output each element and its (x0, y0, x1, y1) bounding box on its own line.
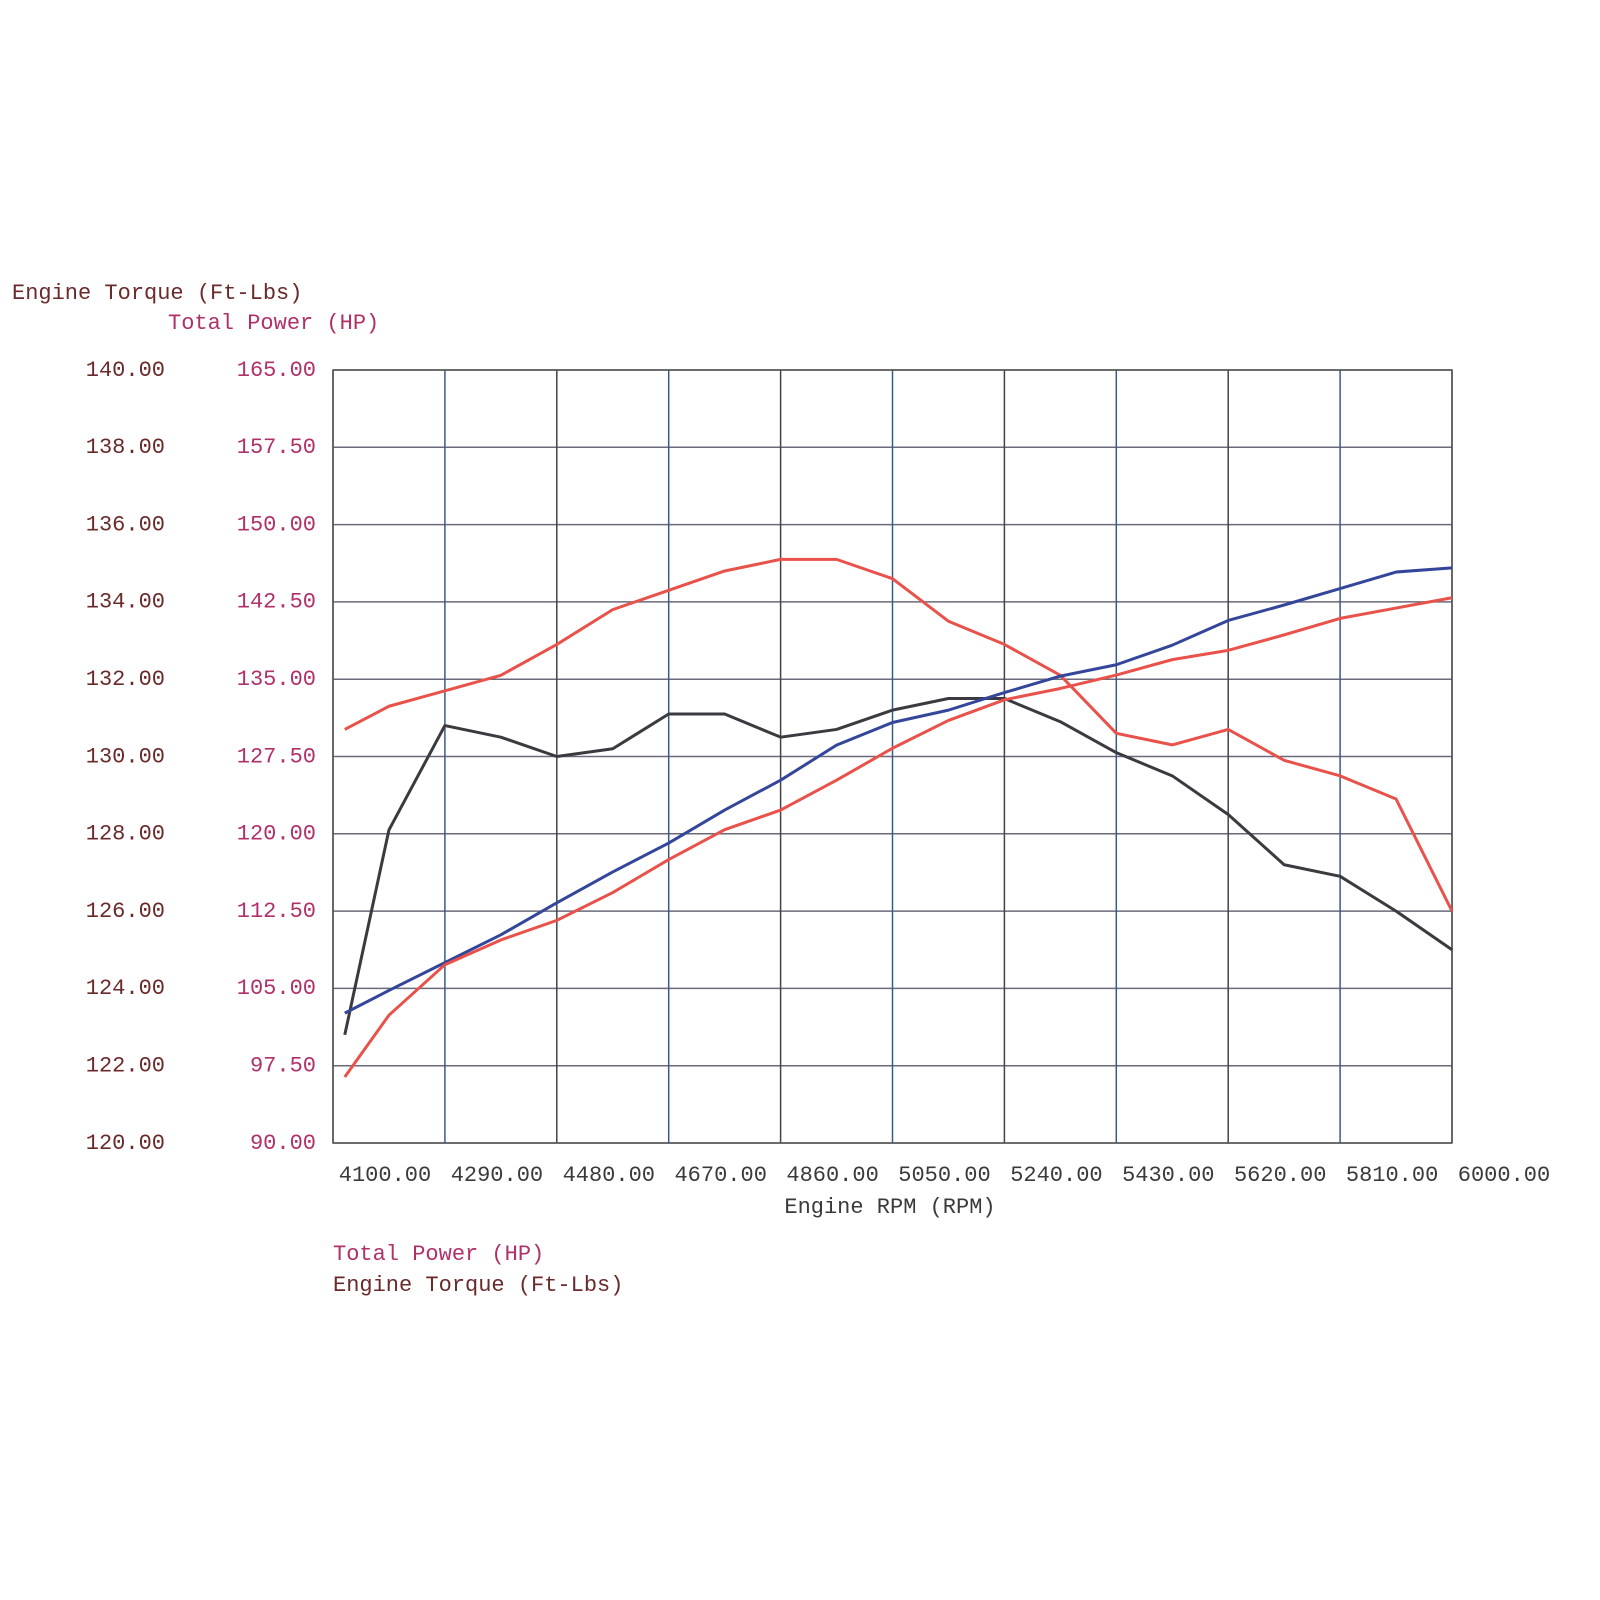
x-tick-label: 4290.00 (451, 1163, 543, 1188)
x-axis-title: Engine RPM (RPM) (784, 1195, 995, 1220)
legend-entry: Engine Torque (Ft-Lbs) (333, 1273, 623, 1298)
y2-tick-label: 105.00 (237, 976, 316, 1001)
y2-tick-label: 150.00 (237, 512, 316, 537)
series-line (344, 557, 1454, 912)
y-axis-title: Engine Torque (Ft-Lbs) (12, 281, 302, 306)
x-tick-label: 6000.00 (1458, 1163, 1550, 1188)
y2-tick-label: 127.50 (237, 744, 316, 769)
y-tick-label: 138.00 (86, 435, 165, 460)
y2-tick-label: 90.00 (250, 1131, 316, 1156)
y2-tick-label: 135.00 (237, 667, 316, 692)
y2-tick-label: 97.50 (250, 1054, 316, 1079)
y-tick-label: 126.00 (86, 899, 165, 924)
series-line (343, 596, 1453, 1078)
y-tick-label: 122.00 (86, 1054, 165, 1079)
y-tick-label: 140.00 (86, 358, 165, 383)
y-tick-label: 128.00 (86, 822, 165, 847)
y2-tick-label: 120.00 (237, 822, 316, 847)
x-tick-label: 4100.00 (339, 1163, 431, 1188)
x-tick-label: 5050.00 (898, 1163, 990, 1188)
series-line (344, 566, 1453, 1015)
y2-tick-label: 142.50 (237, 590, 316, 615)
plot-frame (332, 369, 1453, 1144)
legend-entry: Total Power (HP) (333, 1242, 544, 1267)
y-tick-label: 132.00 (86, 667, 165, 692)
x-tick-label: 5240.00 (1010, 1163, 1102, 1188)
y-tick-label: 124.00 (86, 976, 165, 1001)
series-line (343, 697, 1453, 1036)
y-tick-label: 120.00 (86, 1131, 165, 1156)
x-tick-label: 5430.00 (1122, 1163, 1214, 1188)
y2-tick-label: 165.00 (237, 358, 316, 383)
x-tick-label: 5810.00 (1346, 1163, 1438, 1188)
y2-tick-label: 112.50 (237, 899, 316, 924)
y2-axis-title: Total Power (HP) (168, 311, 379, 336)
x-tick-label: 4670.00 (674, 1163, 766, 1188)
x-tick-label: 5620.00 (1234, 1163, 1326, 1188)
y-tick-label: 130.00 (86, 744, 165, 769)
x-tick-label: 4480.00 (563, 1163, 655, 1188)
x-tick-label: 4860.00 (786, 1163, 878, 1188)
y-tick-label: 134.00 (86, 590, 165, 615)
y2-tick-label: 157.50 (237, 435, 316, 460)
y-tick-label: 136.00 (86, 512, 165, 537)
